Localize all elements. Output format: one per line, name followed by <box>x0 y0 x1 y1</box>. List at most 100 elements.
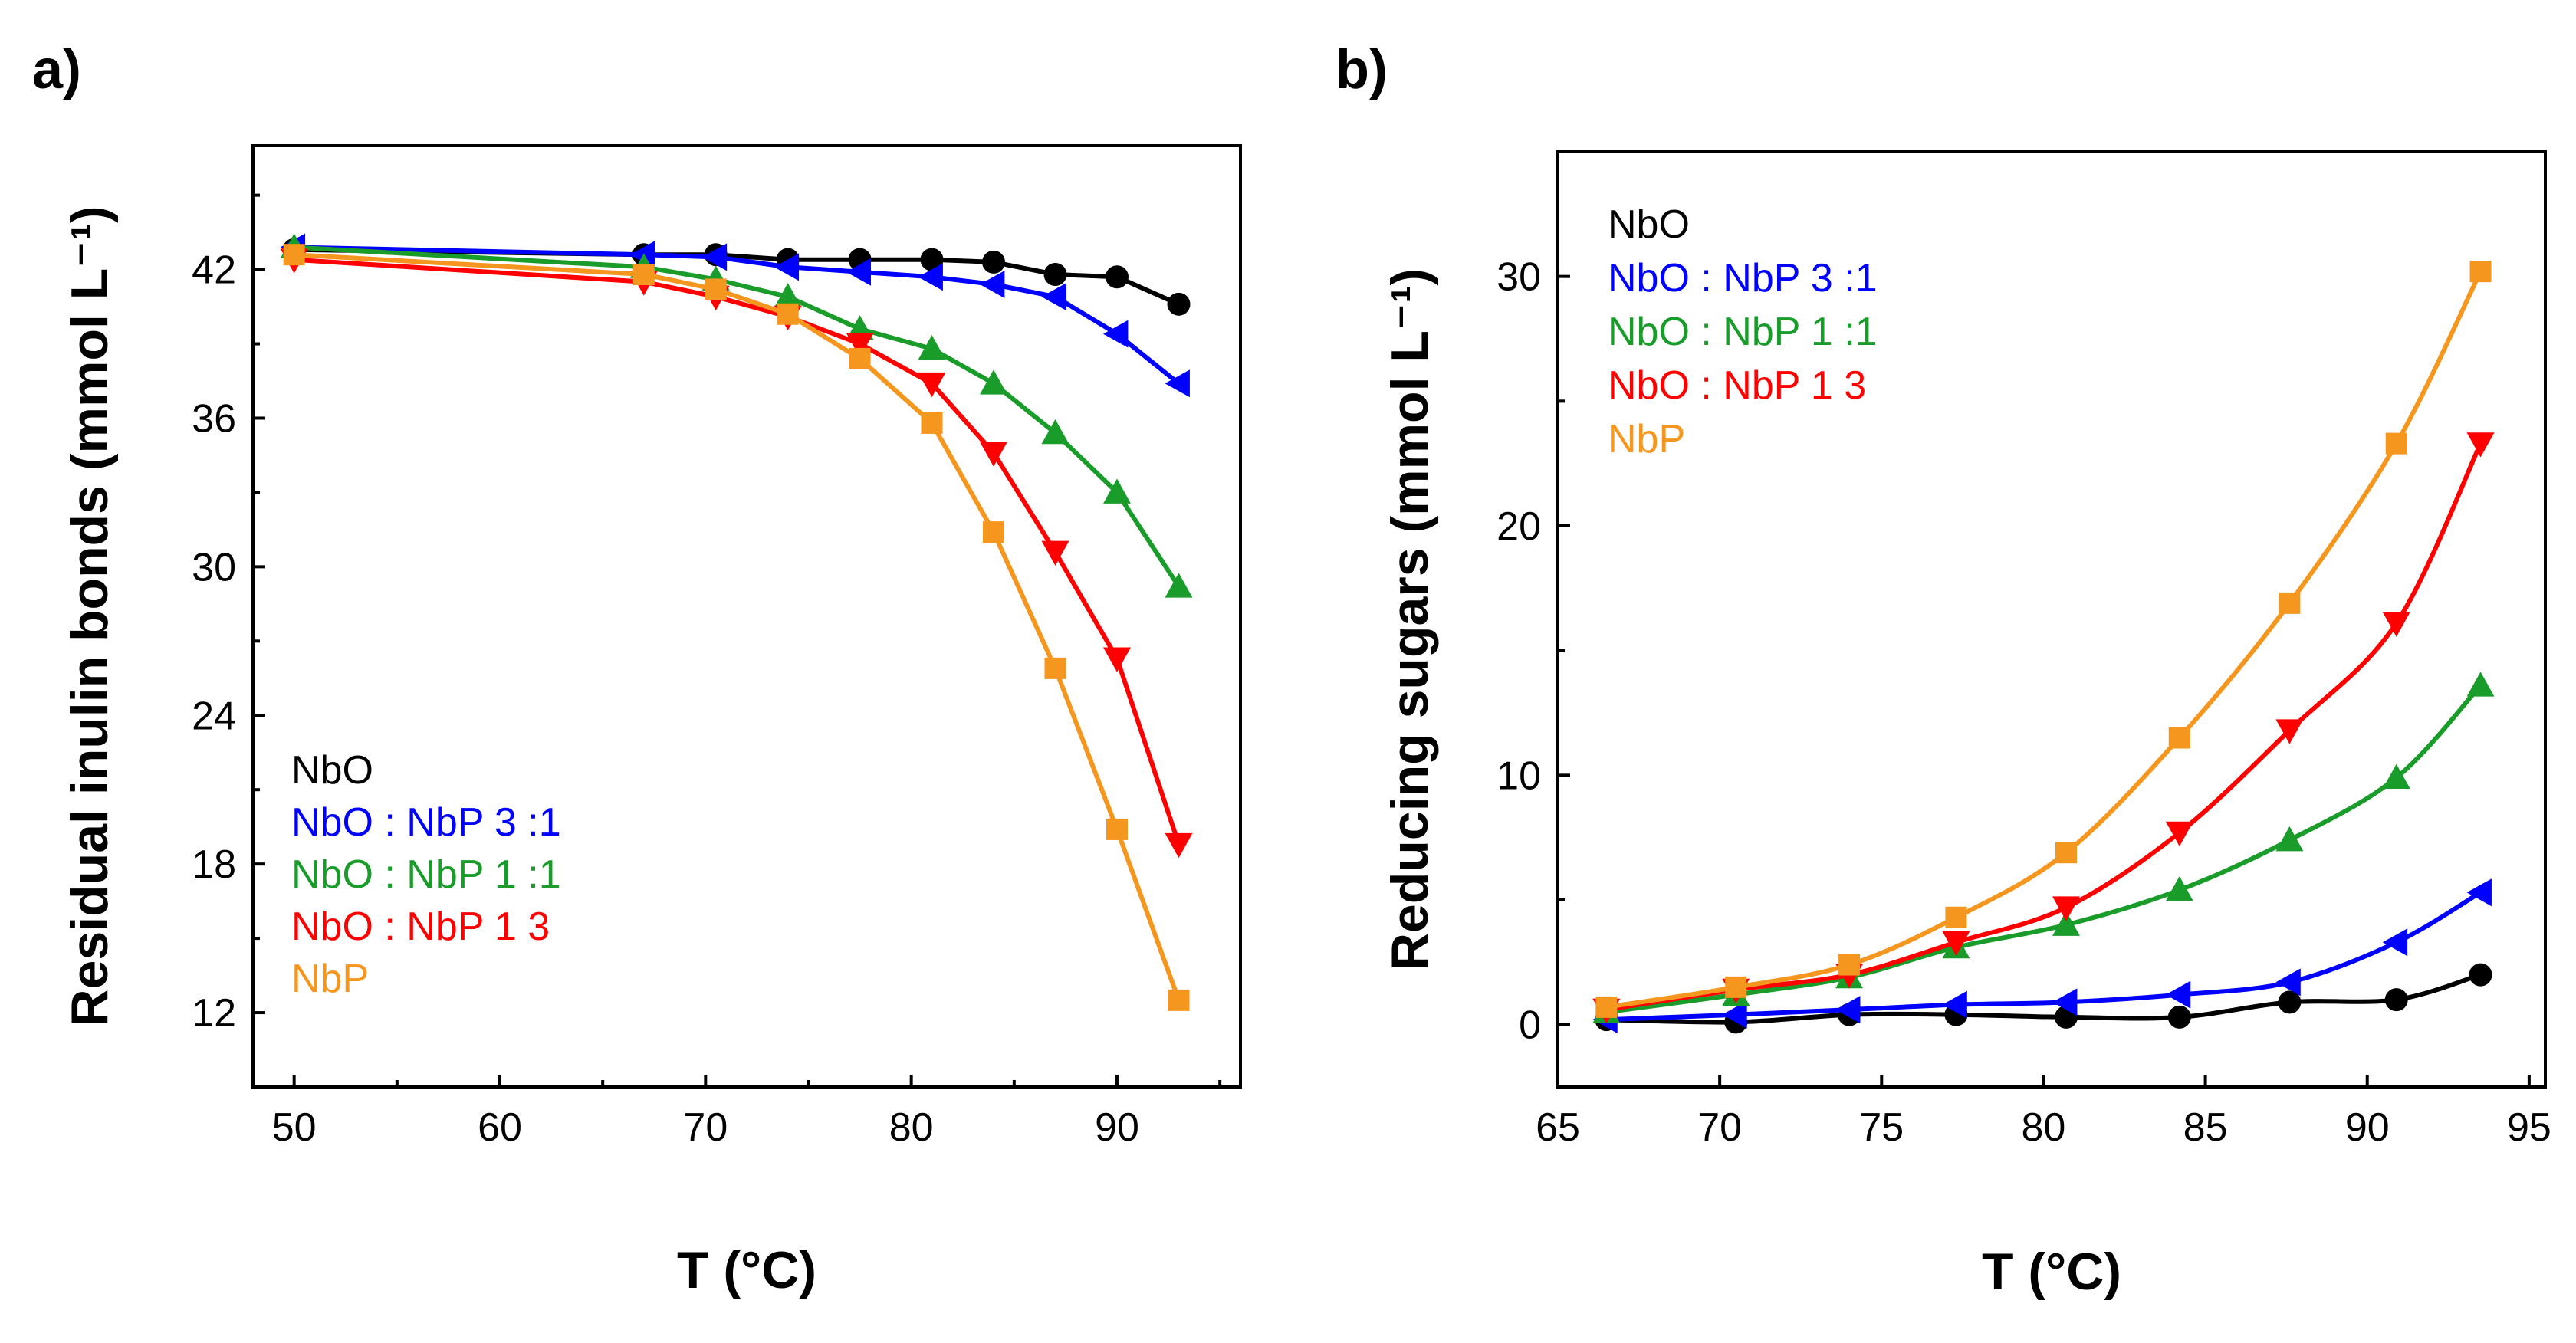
b-point-nbo-nbp-1-3 <box>2052 896 2081 921</box>
b-legend-entry-nbo31: NbO : NbP 3 :1 <box>1608 256 1878 300</box>
b-x-tick-label: 65 <box>1536 1105 1580 1150</box>
a-y-tick-label: 24 <box>192 694 236 738</box>
b-point-nbo-nbp-3-1 <box>2052 988 2078 1016</box>
a-series-line-nbo-nbp-1-3 <box>294 257 1181 846</box>
a-y-tick-label: 42 <box>192 248 236 293</box>
b-point-nbp <box>2385 432 2407 455</box>
b-series-line-nbo-nbp-1-3 <box>1605 442 2483 1013</box>
a-point-nbo-nbp-3-1 <box>980 270 1005 298</box>
a-point-nbo-nbp-1-3 <box>1041 540 1070 566</box>
a-legend-entry-nbo31: NbO : NbP 3 :1 <box>291 800 561 845</box>
a-point-nbo <box>1167 292 1191 316</box>
a-x-tick-label: 90 <box>1095 1105 1139 1150</box>
a-point-nbo-nbp-1-1 <box>918 334 946 360</box>
a-point-nbo <box>1106 265 1129 289</box>
panel-label-b: b) <box>1336 39 1388 100</box>
b-series-line-nbp <box>1605 270 2483 1010</box>
b-point-nbo-nbp-1-3 <box>2382 612 2410 637</box>
a-point-nbp <box>1106 818 1128 840</box>
b-plot-frame <box>1556 150 2547 1089</box>
b-x-tick-label: 95 <box>2507 1105 2551 1150</box>
a-legend-entry-nbo13: NbO : NbP 1 3 <box>291 905 550 949</box>
b-point-nbo-nbp-1-3 <box>2275 719 2304 744</box>
b-point-nbp <box>1725 976 1747 998</box>
a-point-nbo-nbp-3-1 <box>629 241 656 269</box>
b-point-nbo-nbp-1-3 <box>1942 931 1970 957</box>
b-point-nbo-nbp-3-1 <box>1942 990 1967 1019</box>
a-point-nbo-nbp-1-1 <box>1165 573 1193 598</box>
b-point-nbo-nbp-3-1 <box>1835 996 1861 1024</box>
a-point-nbo-nbp-3-1 <box>702 243 728 271</box>
a-point-nbo-nbp-3-1 <box>1103 320 1129 348</box>
a-point-nbo-nbp-1-1 <box>1041 419 1070 445</box>
a-point-nbp <box>921 412 943 434</box>
b-y-tick-label: 30 <box>1497 255 1541 300</box>
a-point-nbo-nbp-1-3 <box>1165 832 1193 859</box>
a-point-nbp <box>283 244 305 266</box>
b-point-nbo-nbp-1-1 <box>2466 672 2495 697</box>
a-point-nbo-nbp-3-1 <box>918 263 943 291</box>
b-y-axis-title: Reducing sugars (mmol L⁻¹) <box>1381 268 1439 970</box>
a-legend-entry-nbo11: NbO : NbP 1 :1 <box>291 852 561 897</box>
b-x-tick-label: 85 <box>2183 1105 2228 1150</box>
chart-panel-b: 65 70 75 80 85 90 95 0 10 20 30 T (°C) Reducing suga… <box>1381 150 2551 1301</box>
b-point-nbo-nbp-1-1 <box>2052 911 2081 936</box>
a-y-axis-title: Residual inulin bonds (mmol L⁻¹) <box>61 206 119 1027</box>
b-point-nbo <box>2384 988 2408 1012</box>
a-point-nbp <box>983 521 1004 543</box>
b-point-nbo <box>2167 1005 2191 1029</box>
b-point-nbp <box>2055 842 2078 864</box>
a-x-tick-label: 80 <box>889 1105 934 1150</box>
b-legend-entry-nbo13: NbO : NbP 1 3 <box>1608 363 1866 408</box>
chart-panel-a: 50 60 70 80 90 12 18 24 30 36 42 T (°C) Residual inu… <box>61 144 1242 1299</box>
b-point-nbo-nbp-3-1 <box>2275 968 2301 997</box>
b-point-nbo <box>2469 963 2492 987</box>
a-legend-entry-nbo: NbO <box>291 748 373 793</box>
a-y-tick-label: 30 <box>192 545 236 589</box>
a-point-nbp <box>632 264 655 286</box>
a-series-line-nbo-nbp-3-1 <box>294 245 1181 386</box>
b-point-nbp <box>1945 906 1967 928</box>
a-series-line-nbp <box>294 252 1181 1001</box>
a-point-nbo-nbp-3-1 <box>846 258 871 286</box>
a-point-nbo-nbp-1-3 <box>1103 647 1131 672</box>
a-point-nbp <box>705 278 727 300</box>
a-point-nbo-nbp-1-3 <box>980 442 1007 467</box>
a-point-nbo <box>920 248 944 271</box>
b-y-tick-label: 10 <box>1497 754 1541 798</box>
panel-label-a: a) <box>32 39 81 100</box>
a-x-tick-label: 50 <box>272 1105 317 1150</box>
a-point-nbo <box>1043 263 1067 287</box>
a-y-tick-label: 18 <box>192 842 236 887</box>
b-point-nbo-nbp-3-1 <box>2466 878 2492 907</box>
a-point-nbo-nbp-1-3 <box>846 333 874 358</box>
a-x-tick-label: 70 <box>683 1105 728 1150</box>
a-point-nbo-nbp-3-1 <box>1165 369 1190 398</box>
a-series-line-nbo-nbp-1-1 <box>294 245 1181 588</box>
b-point-nbp <box>2279 592 2301 614</box>
b-point-nbo <box>2278 990 2302 1014</box>
a-x-axis-title: T (°C) <box>677 1241 816 1299</box>
b-point-nbo-nbp-1-3 <box>2466 432 2495 458</box>
legend-panel-b: NbO NbO : NbP 3 :1 NbO : NbP 1 :1 NbO : NbP… <box>1608 202 1878 461</box>
a-x-tick-label: 60 <box>478 1105 522 1150</box>
a-y-tick-label: 12 <box>192 991 236 1036</box>
b-legend-entry-nbo11: NbO : NbP 1 :1 <box>1608 310 1878 354</box>
a-point-nbo-nbp-1-1 <box>774 283 802 308</box>
a-legend-entry-nbp: NbP <box>291 957 369 1001</box>
b-point-nbp <box>1838 954 1861 976</box>
a-point-nbo <box>982 250 1005 274</box>
a-point-nbo-nbp-3-1 <box>1041 283 1066 311</box>
a-point-nbp <box>1044 657 1066 679</box>
b-point-nbo-nbp-3-1 <box>2382 928 2408 957</box>
b-point-nbp <box>2469 261 2492 283</box>
b-x-tick-label: 90 <box>2345 1105 2390 1150</box>
b-point-nbp <box>1595 996 1618 1018</box>
a-y-tick-label: 36 <box>192 396 236 441</box>
b-y-tick-label: 20 <box>1497 504 1541 549</box>
b-point-nbo-nbp-3-1 <box>2165 980 2191 1009</box>
b-point-nbp <box>2168 727 2190 749</box>
b-legend-entry-nbp: NbP <box>1608 417 1685 461</box>
b-x-tick-label: 75 <box>1859 1105 1904 1150</box>
